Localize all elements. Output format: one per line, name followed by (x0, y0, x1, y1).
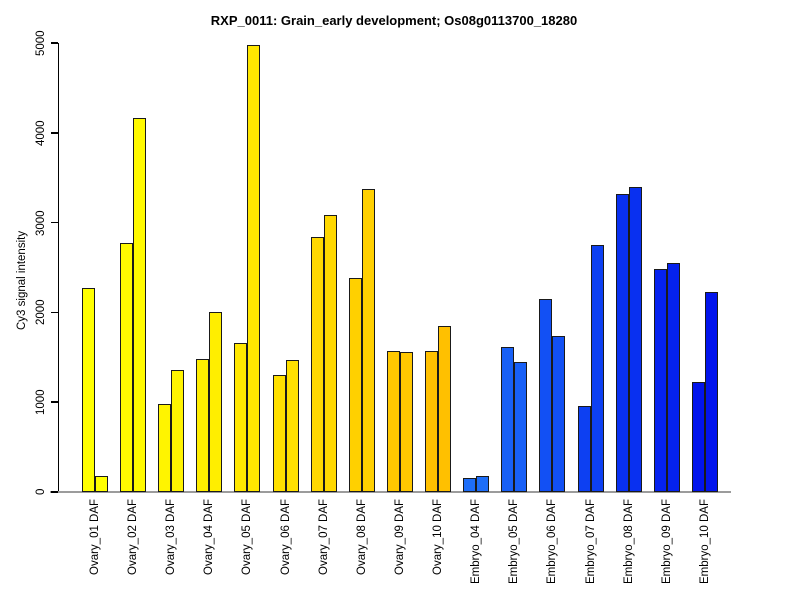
y-axis-tick (51, 42, 58, 44)
bar (590, 245, 604, 492)
y-axis-tick (51, 491, 58, 493)
x-axis-label: Embryo_06 DAF (546, 499, 559, 585)
x-axis-label: Embryo_07 DAF (584, 499, 597, 585)
y-axis-tick (51, 401, 58, 403)
bar (438, 325, 452, 492)
x-axis-label: Embryo_04 DAF (470, 499, 483, 585)
x-axis-label: Ovary_04 DAF (203, 499, 216, 576)
x-axis-label: Embryo_10 DAF (698, 499, 711, 585)
y-axis-tick-label: 5000 (35, 30, 47, 56)
bar (247, 44, 261, 492)
bar (552, 335, 566, 492)
bar (120, 243, 134, 492)
y-axis-title: Cy3 signal intensity (16, 230, 28, 330)
bar (158, 403, 172, 492)
y-axis-tick-label: 1000 (35, 389, 47, 415)
x-axis-label: Ovary_03 DAF (165, 499, 178, 576)
chart-title: RXP_0011: Grain_early development; Os08g… (210, 13, 578, 28)
x-axis-label: Embryo_08 DAF (622, 499, 635, 585)
bar (95, 475, 108, 492)
bar (577, 405, 591, 492)
bar (272, 375, 286, 492)
bar (628, 186, 642, 492)
bar (615, 193, 629, 492)
y-axis-tick-label: 4000 (35, 120, 47, 146)
bar (666, 263, 680, 492)
bar (196, 359, 210, 492)
bar (209, 312, 223, 492)
bar (653, 269, 667, 492)
y-axis-line (57, 43, 59, 492)
bar (133, 118, 147, 492)
x-axis-label: Ovary_06 DAF (279, 499, 292, 576)
bar (425, 351, 439, 492)
x-axis-label: Ovary_10 DAF (432, 499, 445, 576)
bar (514, 361, 528, 492)
x-axis-label: Ovary_01 DAF (89, 499, 101, 576)
bar (463, 477, 477, 492)
bar (82, 288, 95, 492)
x-axis-label: Embryo_05 DAF (508, 499, 521, 585)
bar (476, 475, 490, 492)
bar (361, 189, 375, 492)
bar (171, 369, 185, 492)
bar (539, 298, 553, 492)
y-axis-tick-label: 3000 (35, 209, 47, 236)
bar (704, 291, 718, 492)
bar (691, 381, 705, 492)
bar (386, 351, 400, 492)
x-axis-label: Ovary_07 DAF (317, 499, 330, 576)
bar (234, 342, 248, 492)
bar (348, 278, 362, 492)
y-axis-tick (51, 311, 58, 314)
bar (501, 346, 515, 492)
y-axis-tick (51, 132, 58, 134)
y-axis-tick (51, 221, 58, 224)
bar (399, 351, 413, 492)
x-axis-label: Ovary_05 DAF (241, 499, 254, 576)
y-axis-tick-label: 0 (35, 488, 47, 496)
x-axis-label: Ovary_09 DAF (393, 499, 406, 576)
x-axis-label: Embryo_09 DAF (660, 499, 673, 585)
y-axis-tick-label: 2000 (35, 299, 47, 326)
x-axis-label: Ovary_08 DAF (355, 499, 368, 576)
bar (285, 359, 299, 492)
bar (310, 236, 324, 492)
bar (323, 215, 337, 492)
x-axis-label: Ovary_02 DAF (127, 499, 140, 576)
